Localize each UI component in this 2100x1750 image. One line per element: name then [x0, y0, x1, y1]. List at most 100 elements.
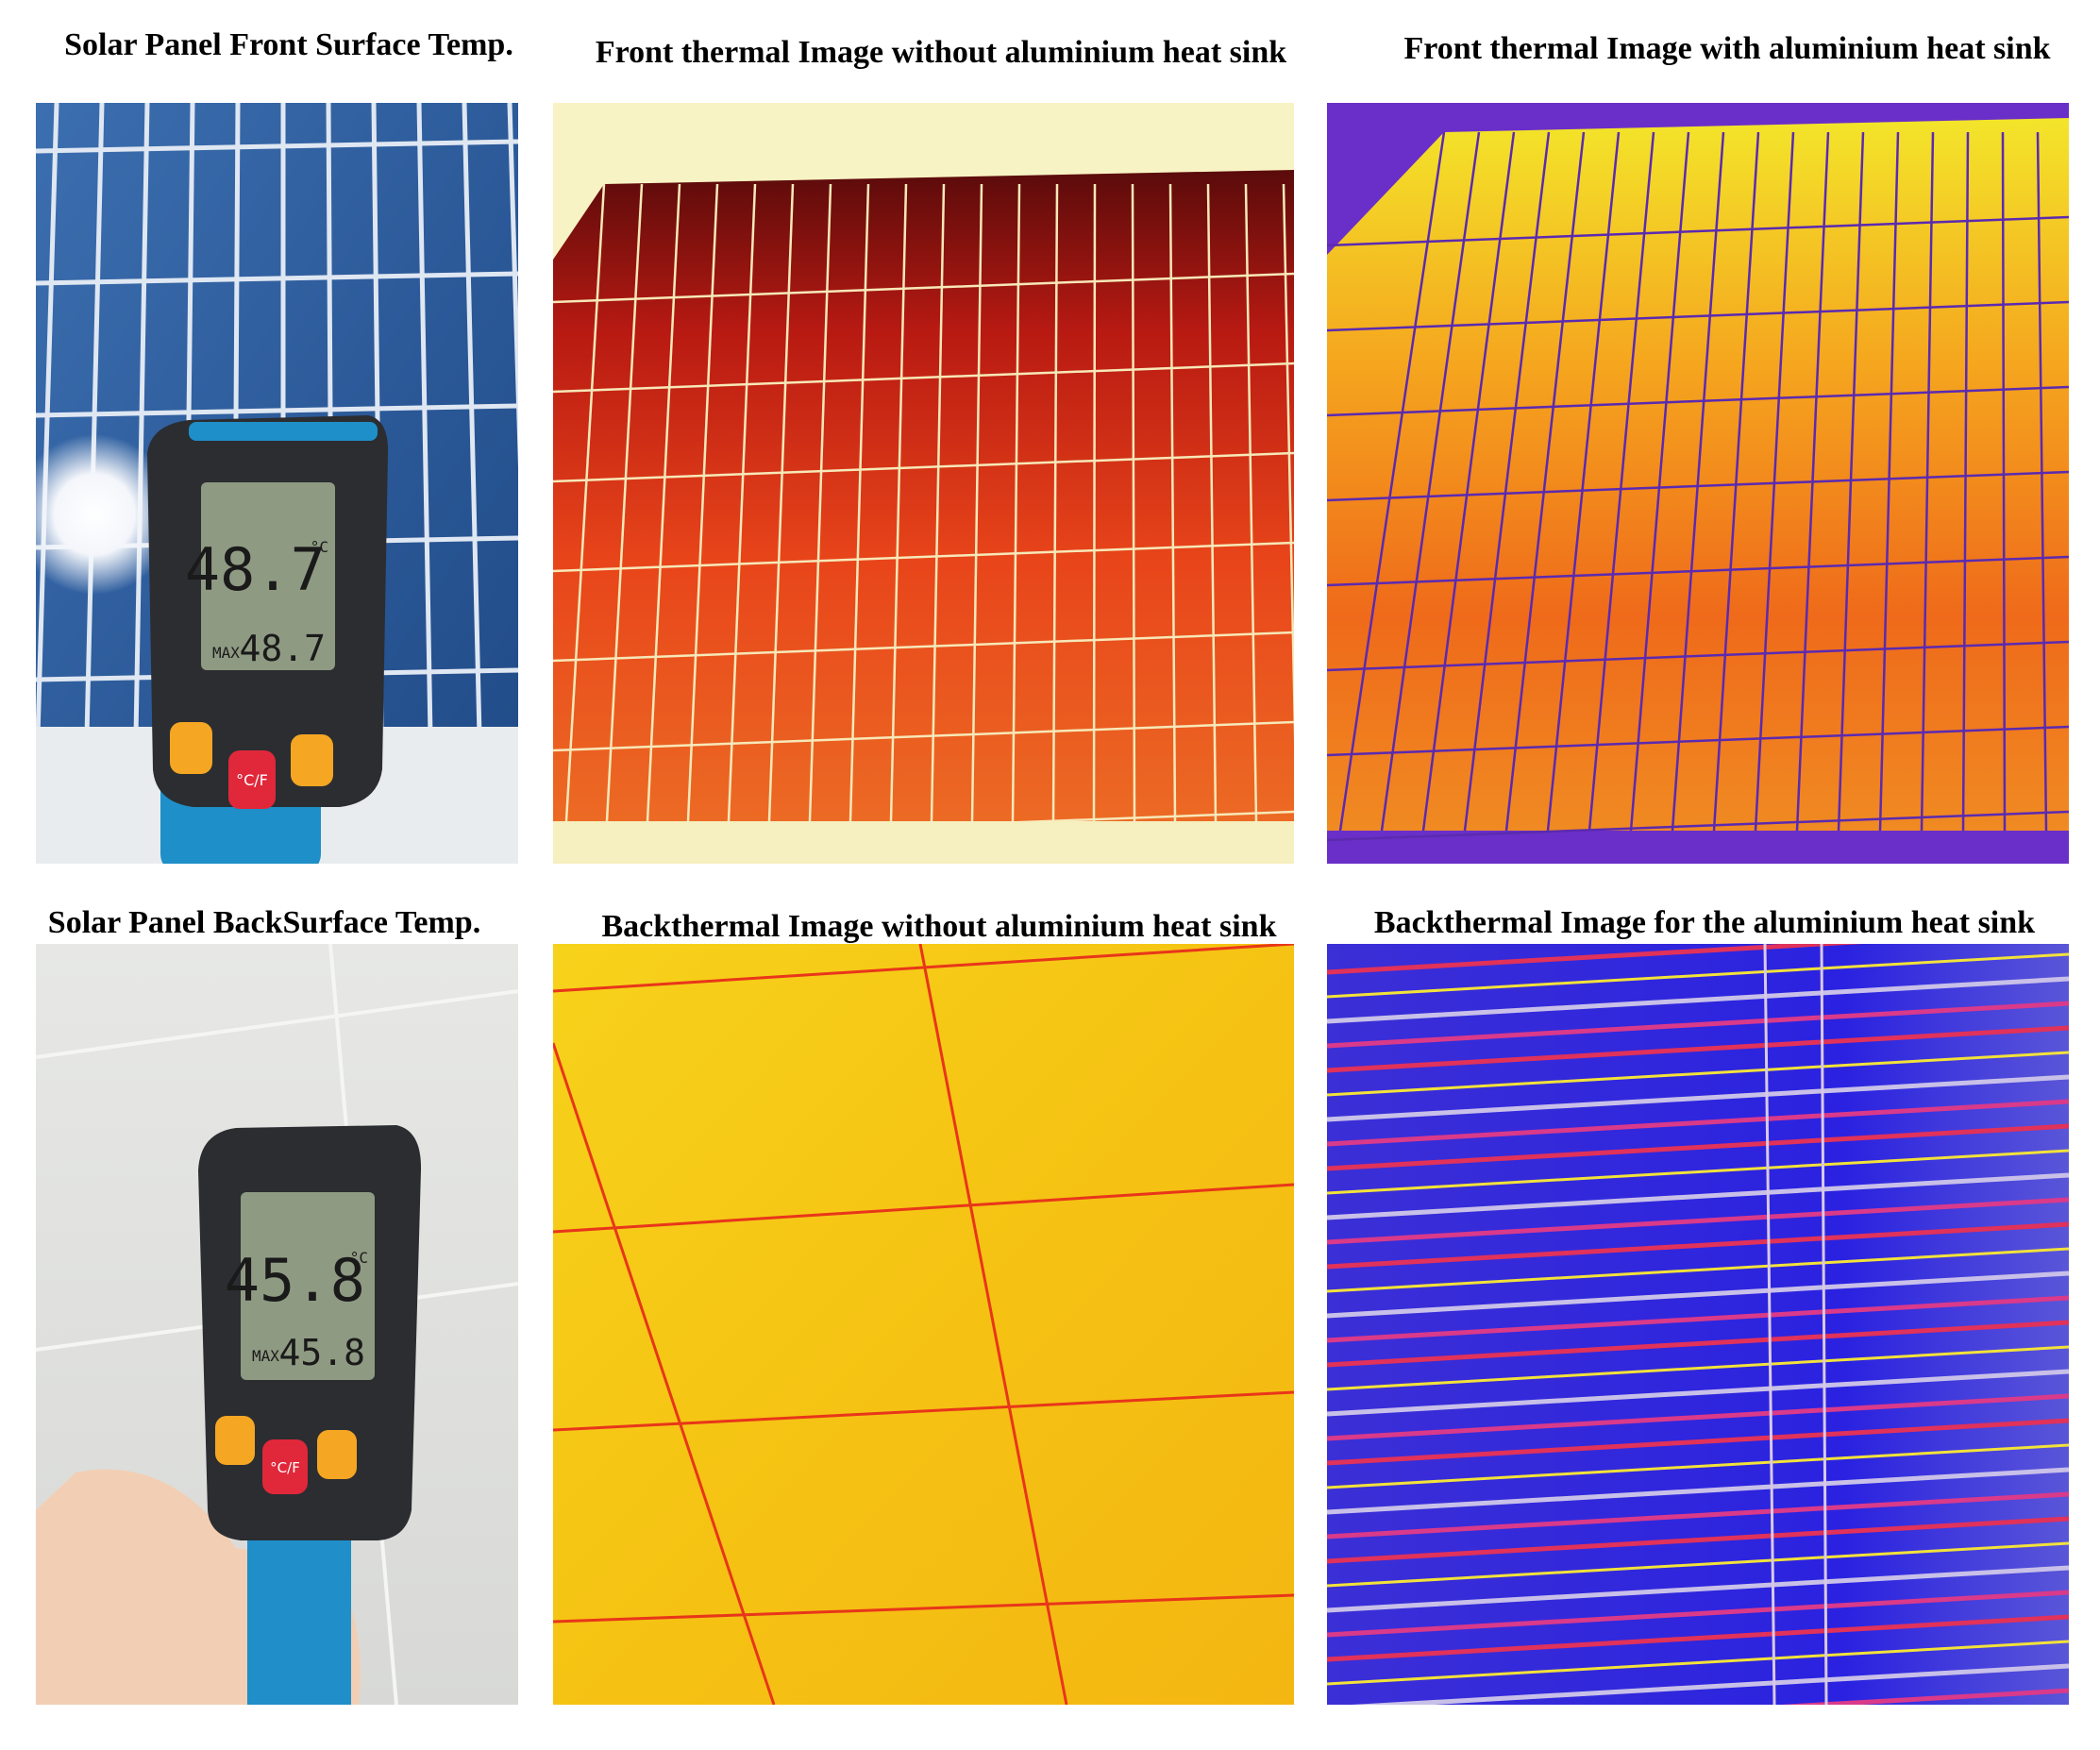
- panel-line: [1327, 1051, 2069, 1097]
- panel-line: [686, 183, 719, 822]
- panel-line: [1327, 1074, 2069, 1122]
- panel-line: [1327, 1467, 2069, 1515]
- panel-line: [1327, 1320, 2069, 1368]
- panel-line: [930, 183, 946, 822]
- panel-line: [727, 183, 757, 822]
- lcd-unit: °C: [311, 538, 328, 556]
- lcd-max-label: MAX: [212, 644, 240, 662]
- lcd-max-label: MAX: [252, 1347, 279, 1365]
- panel-line: [1327, 1025, 2069, 1073]
- panel-line: [1961, 131, 1970, 832]
- panel-line: [1327, 1614, 2069, 1662]
- panel-line: [1327, 1418, 2069, 1466]
- panel-line: [1327, 1369, 2069, 1417]
- panel-line: [36, 103, 59, 737]
- panel-line: [1629, 131, 1690, 832]
- photo-front: 48.7 °C MAX 48.7 °C/F: [36, 103, 518, 864]
- panel-line: [1327, 1640, 2069, 1686]
- panel-line: [1327, 1123, 2069, 1171]
- panel-line: [1327, 555, 2069, 587]
- panel-line: [507, 103, 518, 467]
- panel-line: [1327, 1541, 2069, 1588]
- panel-line: [1780, 1688, 2069, 1705]
- panel-line: [889, 183, 908, 822]
- lcd-reading: 45.8: [225, 1246, 365, 1315]
- photo-back: 45.8 °C MAX 45.8 °C/F: [36, 944, 518, 1705]
- panel-line: [1327, 810, 2069, 842]
- panel-line: [1244, 183, 1258, 822]
- panel-line: [2073, 132, 2088, 831]
- panel-line: [1327, 1345, 2069, 1391]
- panel-line: [1327, 1590, 2069, 1638]
- panel-title: Front thermal Image without aluminium he…: [596, 35, 1286, 70]
- panel-line: [133, 103, 150, 737]
- panel-line: [1327, 215, 2069, 247]
- panel-line: [1327, 1491, 2069, 1540]
- panel-line: [1327, 976, 2069, 1024]
- thermal-back-no-sink: [553, 944, 1294, 1705]
- panel-line: [1327, 470, 2069, 502]
- panel-line: [553, 272, 1294, 304]
- panel-line: [1011, 183, 1021, 822]
- panel-line: [1051, 183, 1059, 822]
- panel-line: [1712, 131, 1760, 832]
- panel-line: [1327, 385, 2069, 417]
- panel-line: [1327, 952, 2069, 999]
- panel-line: [1282, 183, 1294, 742]
- panel-title: Backthermal Image for the aluminium heat…: [1374, 905, 2035, 940]
- panel-line: [1327, 300, 2069, 332]
- panel-line: [1327, 640, 2069, 672]
- thermal-front-sink: [1327, 103, 2088, 864]
- panel-line: [1327, 944, 1863, 975]
- panel-line: [84, 103, 105, 737]
- panel-line: [36, 271, 518, 286]
- thermal-front-no-sink: [553, 103, 1294, 864]
- panel-line: [970, 183, 983, 822]
- panel-line: [808, 183, 832, 822]
- panel-line: [553, 362, 1294, 394]
- panel-line: [1327, 1247, 2069, 1293]
- panel-line: [36, 403, 518, 418]
- lcd-max-reading: 45.8: [278, 1332, 365, 1373]
- panel-line: [1206, 183, 1218, 822]
- panel-line: [1327, 725, 2069, 757]
- panel-title: Solar Panel BackSurface Temp.: [48, 905, 480, 940]
- panel-line: [1327, 1516, 2069, 1564]
- panel-line: [1380, 131, 1481, 832]
- panel-line: [1352, 1663, 2069, 1705]
- panel-line: [416, 103, 433, 737]
- button-label: °C/F: [270, 1459, 300, 1476]
- lcd-max-reading: 48.7: [239, 628, 326, 669]
- panel-line: [462, 103, 482, 737]
- panel-line: [553, 720, 1294, 752]
- panel-line: [1327, 1565, 2069, 1613]
- panel-line: [1327, 1149, 2069, 1195]
- panel-line: [1327, 1172, 2069, 1220]
- panel-line: [1421, 131, 1516, 832]
- panel-line: [1327, 1443, 2069, 1489]
- panel-line: [1327, 1393, 2069, 1441]
- panel-line: [1463, 131, 1551, 832]
- panel-line: [2036, 131, 2048, 832]
- panel-line: [1327, 1270, 2069, 1319]
- thermal-back-sink: [1327, 944, 2069, 1705]
- panel-line: [1588, 131, 1655, 832]
- panel-line: [1920, 131, 1935, 832]
- panel-line: [1671, 131, 1725, 832]
- panel-line: [1327, 1197, 2069, 1245]
- panel-line: [1168, 183, 1177, 822]
- panel-line: [1546, 131, 1621, 832]
- panel-line: [553, 631, 1294, 663]
- panel-line: [1754, 131, 1795, 832]
- panel-title: Backthermal Image without aluminium heat…: [602, 909, 1277, 944]
- panel-line: [1504, 131, 1586, 832]
- panel-line: [36, 139, 518, 154]
- panel-title: Solar Panel Front Surface Temp.: [64, 27, 513, 62]
- panel-line: [1327, 1099, 2069, 1147]
- button-label: °C/F: [236, 771, 268, 789]
- panel-line: [553, 451, 1294, 483]
- panel-line: [646, 183, 681, 822]
- panel-line: [1327, 1001, 2069, 1049]
- panel-line: [1338, 131, 1446, 832]
